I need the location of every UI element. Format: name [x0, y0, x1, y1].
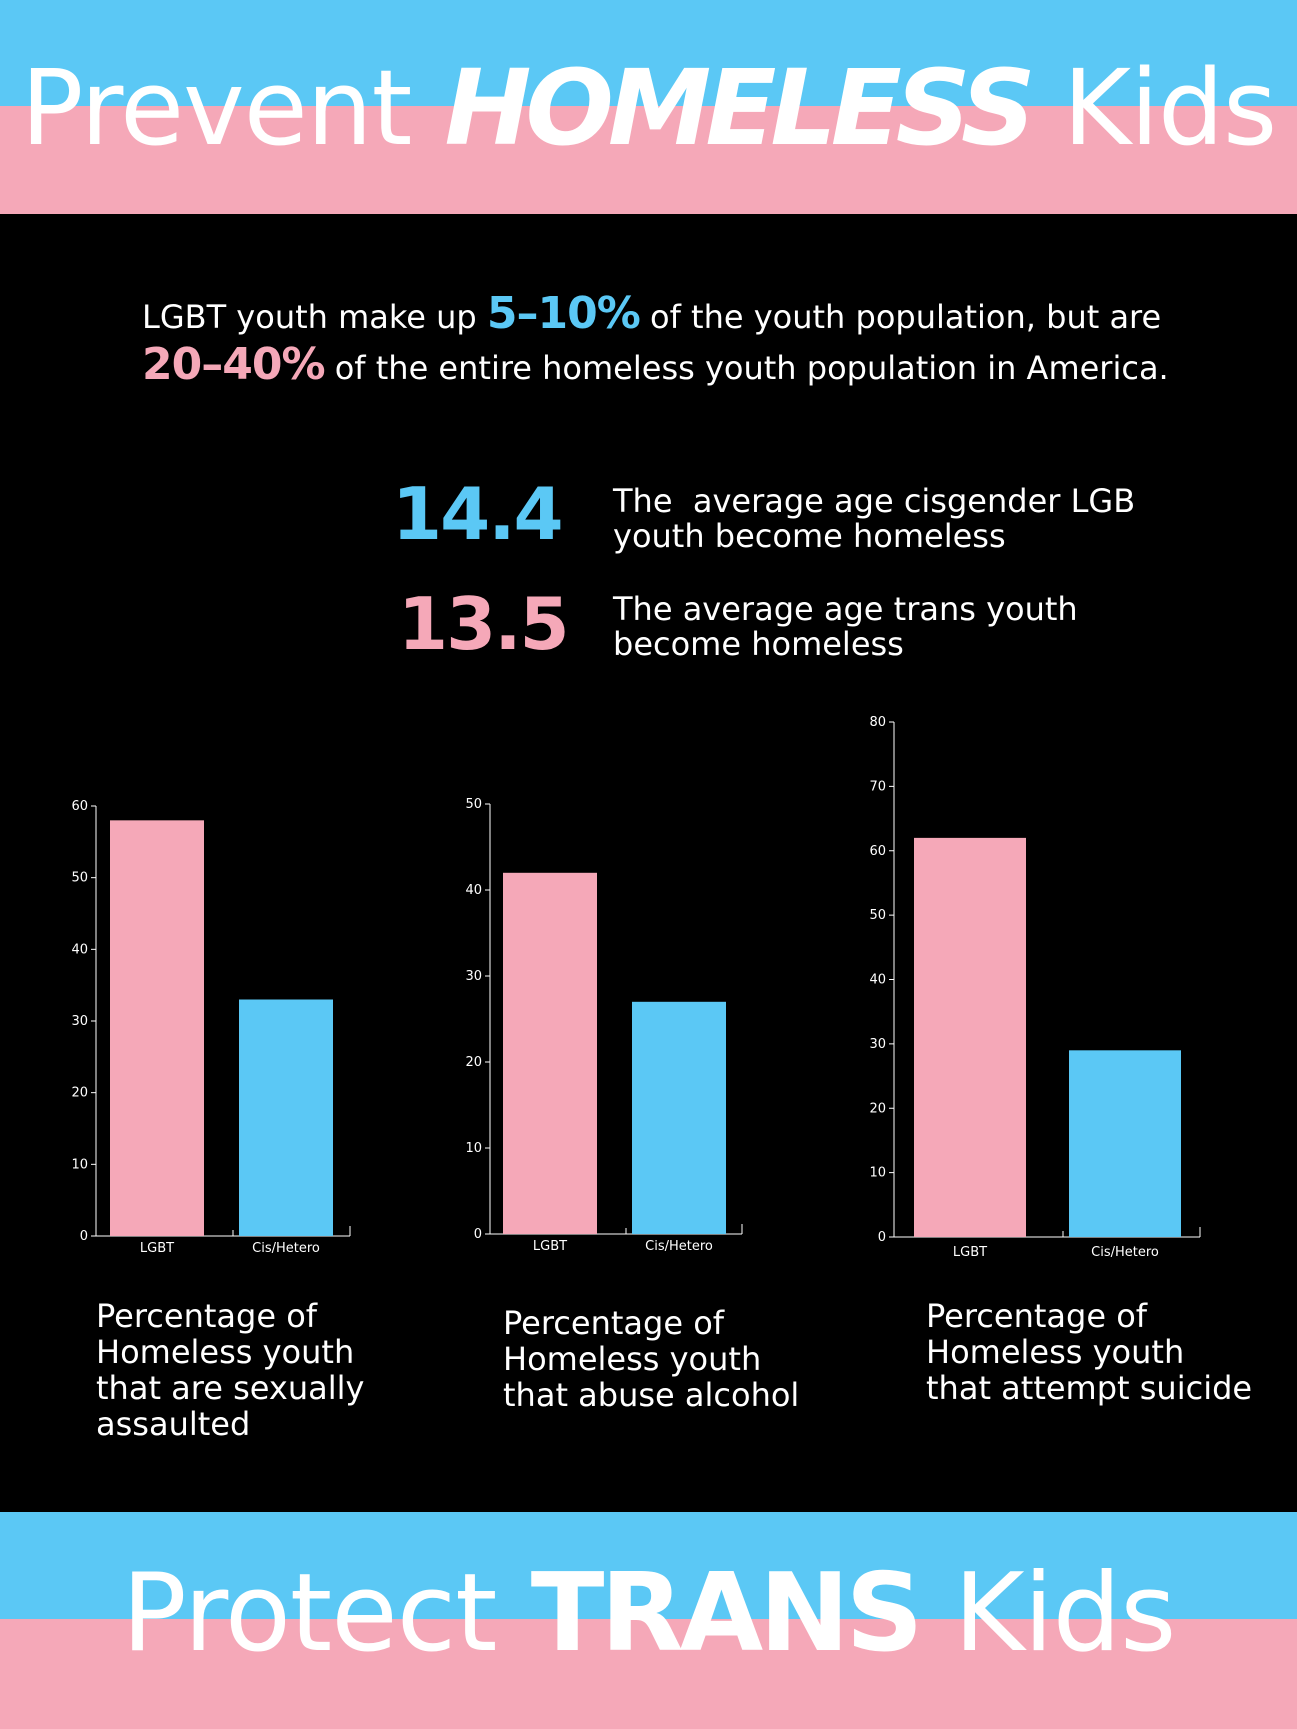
footer-pink-band — [0, 1619, 1297, 1729]
footer-word-3: Kids — [953, 1551, 1177, 1676]
chart-suicide-tick-label-7: 70 — [869, 779, 886, 794]
intro-line-2: 20–40% of the entire homeless youth popu… — [142, 341, 1242, 392]
chart-sexual-assault-tick-label-0: 0 — [80, 1229, 88, 1244]
stat-trans-age: 13.5 — [398, 582, 570, 666]
chart-alcohol-category-label-0: LGBT — [533, 1239, 567, 1254]
chart-suicide-bar-1 — [1069, 1050, 1181, 1237]
intro-part-1: LGBT youth make up — [142, 298, 487, 336]
intro-pct-homeless: 20–40% — [142, 339, 326, 390]
chart-suicide-category-label-0: LGBT — [953, 1245, 987, 1260]
intro-part-2: of the youth population, but are — [639, 298, 1162, 336]
caption-alcohol: Percentage of Homeless youth that abuse … — [503, 1304, 800, 1414]
stat-trans-line-1: The average age trans youth — [613, 590, 1078, 628]
chart-suicide-tick-label-1: 10 — [869, 1166, 886, 1181]
chart-alcohol-tick-label-0: 0 — [474, 1227, 482, 1242]
chart-suicide-tick-label-6: 60 — [869, 844, 886, 859]
chart-sexual-assault-bar-0 — [110, 820, 204, 1236]
chart-sexual-assault-tick-label-3: 30 — [71, 1014, 88, 1029]
chart-suicide-bar-0 — [914, 837, 1026, 1237]
chart-sexual-assault-tick-label-5: 50 — [71, 871, 88, 886]
caption-sexual-assault: Percentage of Homeless youth that are se… — [96, 1297, 365, 1443]
chart-suicide-tick-label-8: 80 — [869, 715, 886, 730]
header-word-1: Prevent — [20, 47, 413, 169]
stat-trans-description: The average age trans youth become homel… — [613, 592, 1078, 662]
chart-sexual-assault-tick-label-1: 10 — [71, 1157, 88, 1172]
chart-alcohol-bar-0 — [503, 872, 597, 1234]
stat-lgb-description: The average age cisgender LGB youth beco… — [613, 484, 1135, 554]
chart-alcohol-category-label-1: Cis/Hetero — [645, 1239, 713, 1254]
stat-lgb-age: 14.4 — [392, 472, 564, 556]
header-word-2: HOMELESS — [444, 47, 1035, 169]
chart-suicide-tick-label-0: 0 — [878, 1230, 886, 1245]
footer-word-2: TRANS — [530, 1551, 924, 1676]
chart-suicide-tick-label-4: 40 — [869, 973, 886, 988]
footer-title: Protect TRANS Kids — [0, 1560, 1297, 1668]
header-title: Prevent HOMELESS Kids — [0, 56, 1297, 160]
chart-sexual-assault-tick-label-6: 60 — [71, 799, 88, 814]
chart-suicide-tick-label-2: 20 — [869, 1101, 886, 1116]
chart-alcohol-bar-1 — [632, 1001, 726, 1234]
chart-sexual-assault-category-label-1: Cis/Hetero — [252, 1241, 320, 1256]
intro-part-3: of the entire homeless youth population … — [324, 349, 1169, 387]
header-word-3: Kids — [1062, 47, 1277, 169]
stat-lgb-line-1: The average age cisgender LGB — [613, 482, 1136, 520]
header-blue-band — [0, 0, 1297, 106]
caption-suicide: Percentage of Homeless youth that attemp… — [926, 1297, 1253, 1407]
header-pink-band — [0, 106, 1297, 214]
chart-suicide-tick-label-3: 30 — [869, 1037, 886, 1052]
chart-alcohol-tick-label-3: 30 — [465, 969, 482, 984]
chart-sexual-assault-bar-1 — [239, 999, 333, 1236]
stat-trans-line-2: become homeless — [613, 625, 904, 663]
stat-lgb-line-2: youth become homeless — [613, 517, 1006, 555]
chart-sexual-assault-category-label-0: LGBT — [140, 1241, 174, 1256]
chart-suicide-category-label-1: Cis/Hetero — [1091, 1245, 1159, 1260]
chart-alcohol-tick-label-4: 40 — [465, 883, 482, 898]
intro-line-1: LGBT youth make up 5–10% of the youth po… — [142, 290, 1242, 341]
intro-pct-youth: 5–10% — [486, 288, 641, 339]
intro-text: LGBT youth make up 5–10% of the youth po… — [142, 290, 1242, 392]
chart-suicide-tick-label-5: 50 — [869, 908, 886, 923]
chart-alcohol-tick-label-1: 10 — [465, 1141, 482, 1156]
chart-alcohol-tick-label-2: 20 — [465, 1055, 482, 1070]
footer-blue-band — [0, 1512, 1297, 1619]
chart-sexual-assault-tick-label-4: 40 — [71, 942, 88, 957]
chart-sexual-assault-tick-label-2: 20 — [71, 1086, 88, 1101]
chart-alcohol-tick-label-5: 50 — [465, 797, 482, 812]
footer-word-1: Protect — [121, 1551, 498, 1676]
